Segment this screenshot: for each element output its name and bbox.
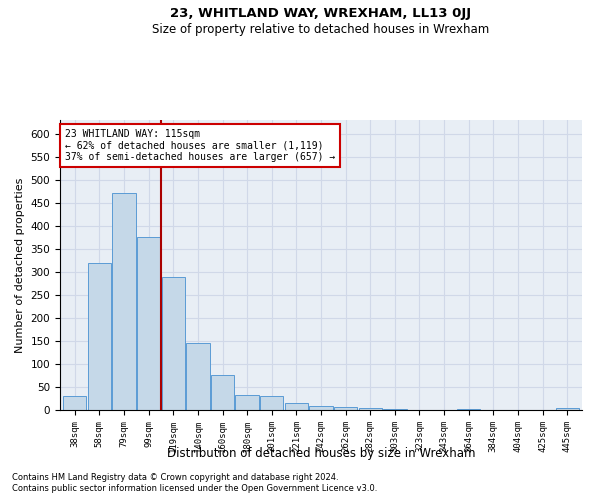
Bar [186, 344, 209, 410]
Bar [63, 396, 86, 410]
Bar [284, 403, 308, 410]
Bar [137, 238, 160, 410]
Text: Size of property relative to detached houses in Wrexham: Size of property relative to detached ho… [152, 22, 490, 36]
Bar [88, 262, 111, 410]
Bar [161, 276, 185, 410]
Bar [310, 406, 332, 410]
Y-axis label: Number of detached properties: Number of detached properties [15, 178, 25, 352]
Text: Contains HM Land Registry data © Crown copyright and database right 2024.: Contains HM Land Registry data © Crown c… [12, 472, 338, 482]
Text: 23 WHITLAND WAY: 115sqm
← 62% of detached houses are smaller (1,119)
37% of semi: 23 WHITLAND WAY: 115sqm ← 62% of detache… [65, 128, 335, 162]
Bar [112, 192, 136, 410]
Bar [359, 408, 382, 410]
Bar [235, 395, 259, 410]
Bar [383, 409, 407, 410]
Text: Contains public sector information licensed under the Open Government Licence v3: Contains public sector information licen… [12, 484, 377, 493]
Bar [334, 407, 358, 410]
Bar [457, 408, 481, 410]
Text: Distribution of detached houses by size in Wrexham: Distribution of detached houses by size … [167, 448, 475, 460]
Bar [260, 396, 283, 410]
Bar [211, 374, 234, 410]
Text: 23, WHITLAND WAY, WREXHAM, LL13 0JJ: 23, WHITLAND WAY, WREXHAM, LL13 0JJ [170, 8, 472, 20]
Bar [556, 408, 579, 410]
